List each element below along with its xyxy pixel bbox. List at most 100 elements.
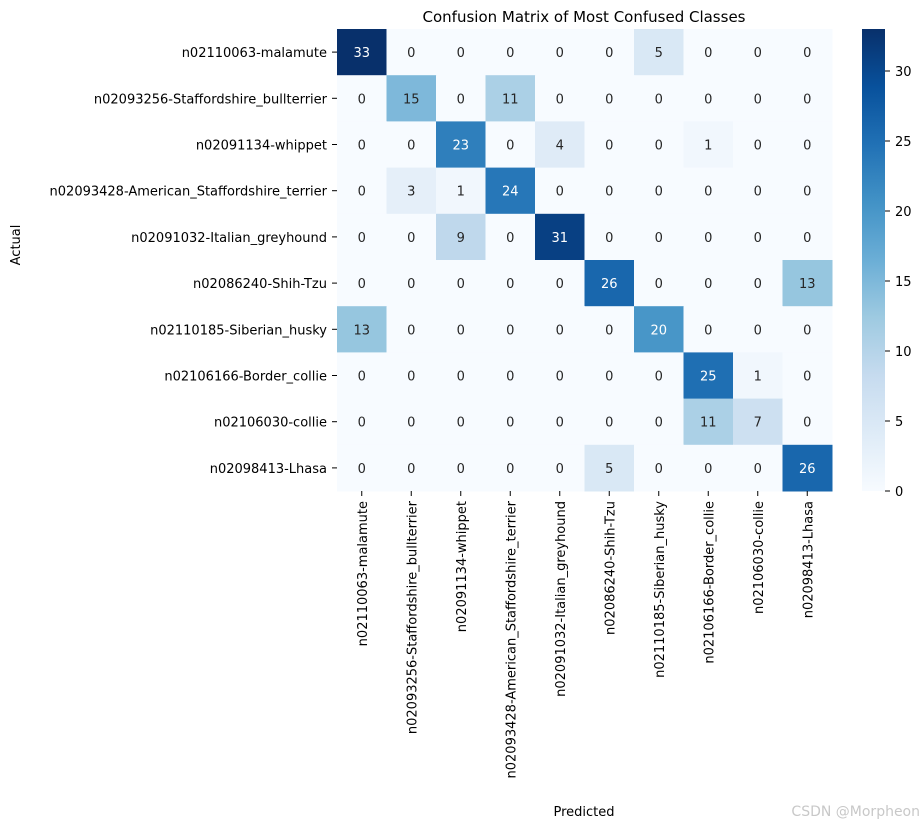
- heatmap-cell: [782, 260, 833, 307]
- cell-value-label: 0: [803, 46, 811, 61]
- cell-value-label: 0: [506, 139, 514, 154]
- cell-value-label: 0: [407, 370, 415, 385]
- cell-value-label: 0: [506, 231, 514, 246]
- heatmap-cell: [436, 444, 486, 492]
- heatmap-cell: [386, 75, 437, 122]
- cell-value-label: 0: [407, 277, 415, 292]
- heatmap-cell: [485, 213, 536, 261]
- cell-value-label: 0: [655, 416, 663, 431]
- heatmap-cell: [485, 29, 536, 76]
- heatmap-cell: [634, 75, 684, 122]
- cell-value-label: 24: [502, 185, 519, 200]
- cell-value-label: 0: [605, 370, 613, 385]
- cell-value-label: 25: [700, 370, 717, 385]
- heatmap-cell: [683, 167, 734, 215]
- watermark: CSDN @Morpheon: [791, 804, 920, 820]
- cell-value-label: 0: [754, 277, 762, 292]
- heatmap-cell: [584, 213, 635, 261]
- cell-value-label: 0: [358, 185, 366, 200]
- cell-value-label: 0: [358, 462, 366, 477]
- y-tick-label: n02093256-Staffordshire_bullterrier: [94, 92, 328, 107]
- heatmap-cell: [535, 444, 585, 492]
- heatmap-cell: [733, 260, 783, 307]
- heatmap-cell: [337, 398, 387, 446]
- x-tick-label: n02086240-Shih-Tzu: [603, 501, 618, 635]
- heatmap-cell: [386, 352, 437, 400]
- heatmap-cell: [485, 352, 536, 400]
- x-axis-ticks: n02110063-malamute n02093256-Staffordshir…: [356, 491, 816, 778]
- cell-value-label: 26: [601, 277, 618, 292]
- cell-value-label: 0: [803, 185, 811, 200]
- heatmap-cell: [634, 260, 684, 307]
- cell-value-label: 0: [457, 92, 465, 107]
- cell-value-label: 0: [407, 231, 415, 246]
- x-tick-label: n02106030-collie: [752, 501, 767, 614]
- heatmap-cell: [683, 213, 734, 261]
- cell-value-label: 0: [605, 231, 613, 246]
- heatmap-cell: [782, 167, 833, 215]
- heatmap-cell: [337, 75, 387, 122]
- cell-value-label: 0: [556, 92, 564, 107]
- x-tick-label: n02098413-Lhasa: [801, 501, 816, 618]
- y-tick-label: n02098413-Lhasa: [210, 462, 327, 477]
- heatmap-cell: [683, 121, 734, 169]
- y-tick-label: n02106166-Border_collie: [164, 370, 327, 385]
- heatmap-cell: [584, 444, 635, 492]
- heatmap-cell: [386, 398, 437, 446]
- cell-value-label: 0: [457, 462, 465, 477]
- heatmap-cell: [386, 121, 437, 169]
- cell-value-label: 0: [506, 277, 514, 292]
- heatmap-cell: [683, 444, 734, 492]
- heatmap-cell: [683, 75, 734, 122]
- y-tick-label: n02091134-whippet: [196, 139, 327, 154]
- y-tick-label: n02110063-malamute: [182, 46, 327, 61]
- cell-value-label: 0: [457, 416, 465, 431]
- cell-value-label: 5: [605, 462, 613, 477]
- heatmap-cell: [535, 213, 585, 261]
- heatmap-cell: [386, 306, 437, 353]
- x-tick-label: n02091032-Italian_greyhound: [554, 501, 569, 697]
- heatmap-cell: [535, 29, 585, 76]
- heatmap-cell: [337, 444, 387, 492]
- cell-value-label: 0: [803, 323, 811, 338]
- cell-value-label: 11: [502, 92, 519, 107]
- cell-value-label: 0: [655, 370, 663, 385]
- heatmap-cell: [386, 29, 437, 76]
- cell-value-label: 0: [754, 46, 762, 61]
- colorbar-ticks: 0 5 10 15 20 25 30: [885, 65, 912, 500]
- colorbar-tick-label: 30: [895, 65, 912, 80]
- x-tick-label: n02093256-Staffordshire_bullterrier: [405, 500, 420, 734]
- cell-value-label: 0: [803, 370, 811, 385]
- cell-value-label: 0: [704, 277, 712, 292]
- cell-value-label: 4: [556, 139, 564, 154]
- heatmap-cell: [584, 352, 635, 400]
- cell-value-label: 0: [358, 231, 366, 246]
- heatmap-cell: [584, 29, 635, 76]
- heatmap-cell: [436, 213, 486, 261]
- heatmap-cell: [683, 260, 734, 307]
- heatmap-cell: [386, 213, 437, 261]
- heatmap-cell: [337, 121, 387, 169]
- heatmap-cell: [584, 121, 635, 169]
- heatmap-cell: [386, 444, 437, 492]
- heatmap-cell: [683, 306, 734, 353]
- cell-value-label: 0: [803, 92, 811, 107]
- heatmap-cell-labels: 33 0 0 0 0 0 5 0 0 00 15 0 11 0 0 0 0 0 00 0 23 0 4 0 0 1 0 00 3 1 24 0…: [353, 46, 815, 477]
- colorbar: [862, 29, 885, 491]
- cell-value-label: 0: [506, 462, 514, 477]
- cell-value-label: 0: [407, 462, 415, 477]
- cell-value-label: 0: [407, 139, 415, 154]
- heatmap-cell: [584, 260, 635, 307]
- cell-value-label: 0: [704, 46, 712, 61]
- cell-value-label: 31: [551, 231, 568, 246]
- heatmap-cell: [683, 398, 734, 446]
- heatmap-cell: [485, 306, 536, 353]
- cell-value-label: 0: [754, 92, 762, 107]
- cell-value-label: 0: [556, 370, 564, 385]
- heatmap-cell: [634, 121, 684, 169]
- heatmap-cell: [485, 444, 536, 492]
- cell-value-label: 23: [452, 139, 469, 154]
- heatmap-cell: [436, 75, 486, 122]
- heatmap-cell: [634, 29, 684, 76]
